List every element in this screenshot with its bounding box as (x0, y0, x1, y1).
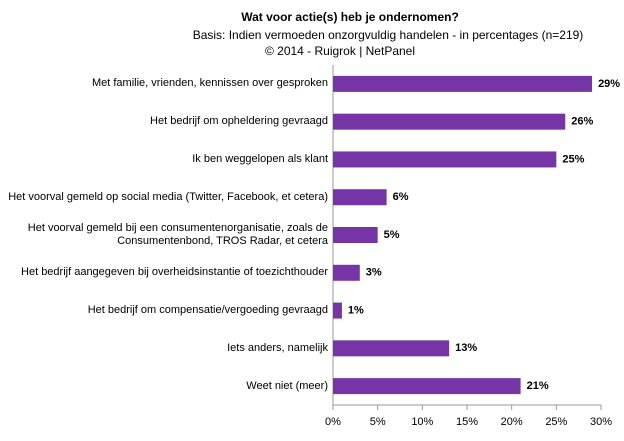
chart-subtitle: Basis: Indien vermoeden onzorgvuldig han… (193, 28, 584, 42)
value-label: 13% (455, 342, 477, 354)
chart-title: Wat voor actie(s) heb je ondernomen? (241, 10, 459, 24)
value-label: 6% (393, 191, 409, 203)
y-tick-label: Het voorval gemeld op social media (Twit… (8, 190, 328, 203)
value-label: 5% (384, 229, 400, 241)
bar (333, 113, 566, 130)
y-tick-label: Het bedrijf aangegeven bij overheidsinst… (21, 266, 328, 279)
x-tick-label: 20% (501, 416, 523, 428)
bar (333, 378, 521, 395)
bar (333, 151, 557, 168)
x-tick-label: 30% (590, 416, 612, 428)
y-tick-label: Ik ben weggelopen als klant (192, 152, 328, 165)
bar (333, 189, 387, 206)
bar (333, 75, 593, 92)
bar (333, 264, 360, 281)
value-label: 21% (527, 380, 549, 392)
x-tick-label: 0% (325, 416, 341, 428)
y-tick-label: Met familie, vrienden, kennissen over ge… (91, 77, 328, 90)
value-label: 26% (571, 116, 593, 128)
x-tick-label: 5% (370, 416, 386, 428)
value-label: 25% (562, 153, 584, 165)
bar (333, 227, 378, 243)
bar (333, 340, 450, 357)
x-tick-label: 15% (456, 416, 478, 428)
value-label: 3% (366, 267, 382, 279)
y-tick-label: Het voorval gemeld bij een consumentenor… (27, 222, 328, 247)
value-label: 29% (598, 78, 620, 90)
x-tick-label: 25% (545, 416, 567, 428)
y-tick-label: Het bedrijf om compensatie/vergoeding ge… (87, 304, 328, 317)
y-tick-label: Het bedrijf om opheldering gevraagd (150, 115, 328, 128)
x-tick-label: 10% (411, 416, 433, 428)
y-tick-label: Weet niet (meer) (246, 379, 328, 392)
chart-source: © 2014 - Ruigrok | NetPanel (265, 44, 415, 58)
value-label: 1% (348, 304, 364, 316)
bar (333, 302, 342, 319)
y-tick-label: Iets anders, namelijk (227, 341, 328, 354)
